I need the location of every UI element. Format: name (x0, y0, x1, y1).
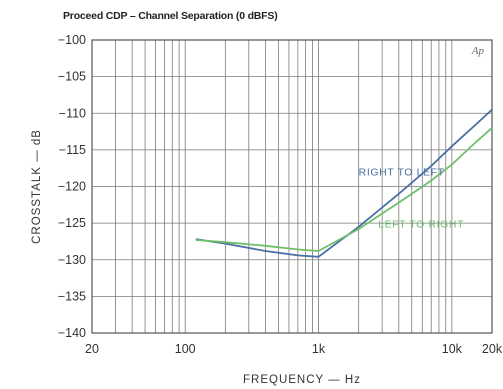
series-annotation-2: LEFT TO RIGHT (378, 219, 464, 231)
x-tick-label: 100 (175, 342, 196, 356)
y-tick-label: −120 (58, 180, 86, 194)
y-tick-label: −130 (58, 253, 86, 267)
x-tick-label: 1k (312, 342, 326, 356)
plot-frame (91, 39, 493, 334)
x-tick-label: 20 (85, 342, 99, 356)
y-tick-label: −110 (59, 106, 86, 120)
y-tick-label: −125 (58, 216, 86, 230)
series-annotation-1: RIGHT TO LEFT (359, 167, 445, 179)
y-tick-label: −115 (59, 143, 86, 157)
x-tick-label: 20k (482, 342, 503, 356)
chart-title: Proceed CDP – Channel Separation (0 dBFS… (63, 10, 278, 22)
y-axis-label: CROSSTALK — dB (31, 129, 43, 244)
series-line-1 (195, 108, 493, 258)
y-tick-label: −140 (58, 326, 86, 340)
series-line-2 (195, 127, 493, 252)
y-tick-label: −100 (58, 33, 86, 47)
x-tick-label: 10k (442, 342, 463, 356)
y-tick-label: −105 (58, 70, 86, 84)
y-tick-label: −135 (58, 289, 86, 303)
ap-logo: Ap (471, 45, 485, 57)
x-axis-label: FREQUENCY — Hz (243, 374, 361, 386)
